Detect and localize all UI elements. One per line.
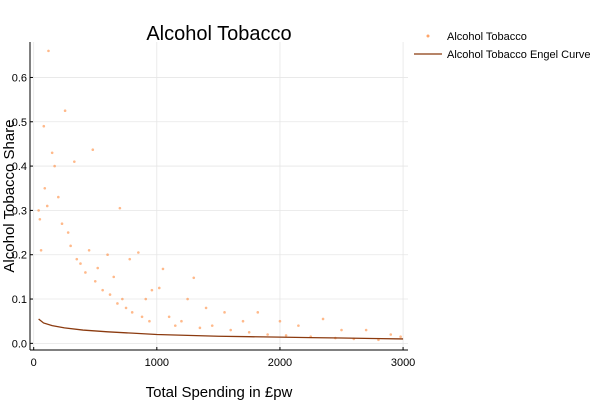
- data-point: [96, 266, 100, 270]
- data-point: [39, 248, 43, 252]
- grid: [30, 42, 408, 350]
- data-point: [364, 328, 368, 332]
- data-point: [108, 293, 112, 296]
- data-point: [210, 324, 214, 327]
- data-point: [128, 257, 132, 261]
- axes: [29, 42, 408, 351]
- data-point: [284, 334, 288, 337]
- data-point: [186, 297, 189, 301]
- x-axis-title: Total Spending in £pw: [146, 384, 293, 400]
- engel-curve: [38, 318, 404, 340]
- legend-label-curve: Alcohol Tobacco Engel Curve: [447, 49, 591, 61]
- ticks: 0.0 0.1 0.2 0.3 0.4 0.5 0.6 0 1000 2000 3000: [12, 72, 416, 369]
- y-tick-label: 0.6: [12, 72, 27, 84]
- data-point: [112, 275, 116, 279]
- data-point: [161, 267, 165, 271]
- y-tick-label: 0.4: [12, 161, 27, 173]
- data-point: [192, 276, 196, 280]
- data-point: [43, 186, 47, 190]
- legend-label-scatter: Alcohol Tobacco: [447, 31, 527, 43]
- data-point: [137, 251, 140, 254]
- data-point: [75, 257, 79, 261]
- data-point: [69, 244, 72, 248]
- data-point: [66, 231, 70, 234]
- data-point: [340, 328, 343, 332]
- data-point: [45, 204, 49, 208]
- data-point: [140, 315, 144, 319]
- y-tick-label: 0.2: [12, 250, 27, 262]
- data-point: [399, 335, 402, 339]
- data-point: [256, 311, 260, 314]
- data-point: [84, 271, 87, 274]
- x-tick-label: 0: [31, 357, 37, 369]
- data-point: [150, 288, 154, 292]
- scatter-points: [37, 49, 402, 342]
- data-point: [389, 333, 393, 336]
- data-point: [53, 164, 56, 168]
- data-point: [157, 286, 161, 290]
- data-point: [247, 330, 251, 334]
- data-point: [148, 319, 151, 323]
- x-tick-label: 2000: [268, 357, 292, 369]
- data-point: [223, 311, 226, 314]
- data-point: [173, 324, 177, 327]
- data-point: [101, 288, 104, 292]
- data-point: [93, 280, 97, 283]
- data-point: [116, 302, 119, 305]
- data-point: [266, 333, 269, 336]
- y-tick-label: 0.0: [12, 338, 27, 350]
- data-point: [38, 217, 42, 221]
- data-point: [278, 319, 282, 323]
- data-point: [321, 317, 325, 321]
- legend: Alcohol Tobacco Alcohol Tobacco Engel Cu…: [414, 31, 591, 61]
- data-point: [130, 311, 134, 314]
- x-tick-label: 1000: [145, 357, 169, 369]
- data-point: [57, 195, 60, 199]
- y-axis-title: Alcohol Tobacco Share: [1, 119, 18, 272]
- data-point: [198, 326, 202, 330]
- data-point: [121, 297, 124, 301]
- data-point: [118, 206, 122, 210]
- data-point: [297, 324, 300, 327]
- data-point: [79, 262, 82, 265]
- data-point: [60, 222, 64, 225]
- data-point: [63, 109, 67, 112]
- data-point: [229, 328, 232, 332]
- data-point: [73, 160, 76, 163]
- data-point: [91, 148, 95, 151]
- x-tick-label: 3000: [391, 357, 415, 369]
- data-point: [50, 151, 54, 155]
- y-tick-label: 0.1: [12, 294, 27, 306]
- engel-curve-line: [38, 318, 404, 340]
- data-point: [42, 124, 46, 128]
- data-point: [241, 319, 245, 323]
- data-point: [47, 49, 50, 53]
- y-tick-label: 0.5: [12, 117, 27, 129]
- data-point: [180, 319, 183, 323]
- chart-title: Alcohol Tobacco: [146, 23, 291, 45]
- data-point: [204, 306, 208, 310]
- data-point: [106, 253, 109, 257]
- data-point: [144, 297, 148, 301]
- data-point: [124, 306, 128, 310]
- legend-marker-scatter: [426, 34, 430, 38]
- data-point: [37, 209, 40, 212]
- data-point: [87, 248, 91, 252]
- y-tick-label: 0.3: [12, 205, 27, 217]
- data-point: [167, 315, 171, 319]
